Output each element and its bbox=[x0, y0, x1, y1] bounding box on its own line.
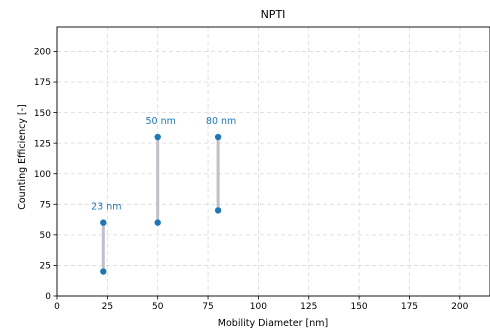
data-point-low bbox=[100, 268, 107, 275]
y-tick-label: 0 bbox=[45, 292, 51, 302]
x-axis-label: Mobility Diameter [nm] bbox=[218, 318, 328, 329]
y-axis-ticks: 0 25 50 75 100 125 150 175 200 bbox=[34, 48, 57, 302]
x-tick-label: 0 bbox=[54, 302, 60, 312]
x-tick-label: 25 bbox=[102, 302, 113, 312]
point-annotations: 23 nm 50 nm 80 nm bbox=[91, 116, 236, 213]
range-lines bbox=[101, 135, 220, 274]
data-points bbox=[100, 133, 222, 275]
data-point-low bbox=[154, 219, 161, 226]
x-tick-label: 175 bbox=[401, 302, 418, 312]
y-tick-label: 150 bbox=[34, 109, 51, 119]
y-tick-label: 175 bbox=[34, 78, 51, 88]
y-tick-label: 75 bbox=[40, 200, 51, 210]
y-axis-label: Counting Efficiency [-] bbox=[17, 104, 28, 210]
x-tick-label: 100 bbox=[250, 302, 267, 312]
data-point-high bbox=[214, 133, 222, 141]
x-tick-label: 125 bbox=[300, 302, 317, 312]
x-tick-label: 75 bbox=[202, 302, 213, 312]
data-point-low bbox=[214, 207, 222, 214]
y-tick-label: 100 bbox=[34, 170, 51, 180]
x-tick-label: 50 bbox=[152, 302, 164, 312]
point-annotation: 80 nm bbox=[206, 116, 236, 127]
data-point-high bbox=[154, 133, 161, 141]
y-tick-label: 25 bbox=[40, 262, 51, 272]
x-tick-label: 150 bbox=[350, 302, 367, 312]
y-tick-label: 50 bbox=[40, 231, 52, 241]
chart-title: NPTI bbox=[261, 8, 286, 21]
y-tick-label: 125 bbox=[34, 139, 51, 149]
point-annotation: 23 nm bbox=[91, 202, 121, 213]
data-point-high bbox=[100, 219, 107, 226]
grid bbox=[56, 27, 490, 297]
plot-frame bbox=[56, 26, 490, 297]
x-tick-label: 200 bbox=[451, 302, 468, 312]
point-annotation: 50 nm bbox=[146, 116, 176, 127]
y-tick-label: 200 bbox=[34, 48, 51, 58]
x-axis-ticks: 0 25 50 75 100 125 150 175 200 bbox=[54, 296, 469, 312]
